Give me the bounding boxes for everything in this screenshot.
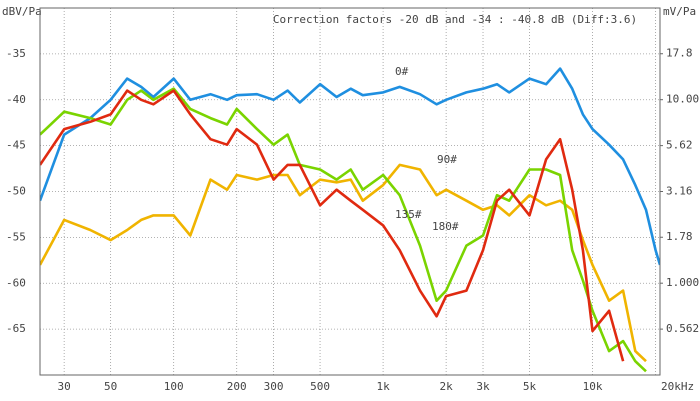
x-tick-label: 10k — [583, 380, 603, 393]
y2-tick-label: 3.16 — [666, 185, 693, 198]
series-line — [40, 67, 660, 266]
x-tick-label: 2k — [440, 380, 454, 393]
x-tick-label: 200 — [227, 380, 247, 393]
series-label: 180# — [432, 220, 459, 233]
x-tick-label: 100 — [164, 380, 184, 393]
x-tick-label: 50 — [104, 380, 117, 393]
x-tick-label: 300 — [264, 380, 284, 393]
series-label: 0# — [395, 65, 409, 78]
series-line — [40, 89, 625, 362]
series-label: 90# — [437, 153, 457, 166]
y-tick-label: -45 — [6, 139, 26, 152]
x-tick-label: 1k — [376, 380, 390, 393]
y2-tick-label: 1.78 — [666, 230, 693, 243]
y-axis-label: dBV/Pa — [2, 5, 42, 18]
y2-axis-label: mV/Pa — [663, 5, 696, 18]
y2-tick-label: 1.000 — [666, 276, 699, 289]
grid — [40, 8, 660, 375]
y2-tick-label: 0.562 — [666, 322, 699, 335]
x-tick-label: 30 — [58, 380, 71, 393]
y-tick-label: -65 — [6, 322, 26, 335]
y2-tick-label: 17.8 — [666, 47, 693, 60]
x-tick-label: 3k — [476, 380, 490, 393]
y2-tick-label: 10.00 — [666, 93, 699, 106]
series-line — [40, 163, 647, 363]
series-label: 135# — [395, 208, 422, 221]
curves — [40, 67, 660, 373]
series-line — [40, 87, 647, 373]
y-tick-label: -60 — [6, 276, 26, 289]
x-tick-label: 500 — [310, 380, 330, 393]
y-tick-label: -55 — [6, 230, 26, 243]
x-tick-label: 5k — [523, 380, 537, 393]
y-tick-label: -40 — [6, 93, 26, 106]
chart-title: Correction factors -20 dB and -34 : -40.… — [273, 13, 637, 26]
x-tick-label: 20kHz — [661, 380, 694, 393]
y2-tick-label: 5.62 — [666, 139, 693, 152]
y-tick-label: -50 — [6, 185, 26, 198]
y-tick-label: -35 — [6, 47, 26, 60]
